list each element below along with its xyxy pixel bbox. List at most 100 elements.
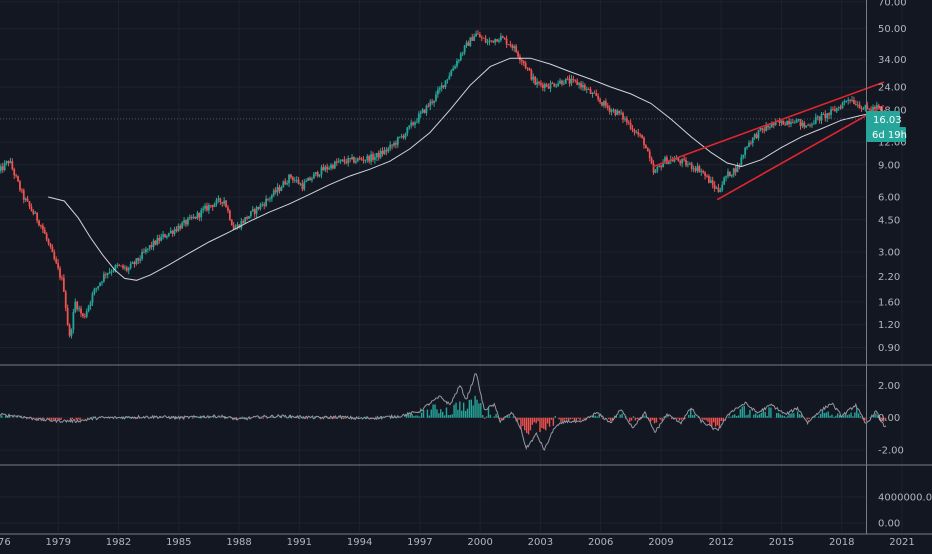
candle-body	[207, 205, 210, 211]
candle-body	[679, 160, 682, 164]
candle-body	[85, 311, 88, 317]
candle-body	[778, 121, 781, 123]
candle-body	[849, 99, 852, 101]
candle-body	[406, 127, 409, 134]
candle-body	[309, 177, 311, 181]
osc-histogram-bar	[634, 417, 637, 421]
candle-body	[662, 162, 664, 168]
osc-histogram-bar	[0, 415, 1, 418]
candle-body	[513, 46, 516, 49]
candle-body	[799, 119, 802, 126]
osc-histogram-bar	[552, 417, 555, 426]
y-tick-label: 50.00	[878, 24, 907, 35]
osc-histogram-bar	[827, 411, 829, 418]
candle-body	[414, 122, 416, 125]
osc-histogram-bar	[819, 413, 822, 418]
osc-histogram-bar	[48, 417, 51, 420]
candle-body	[845, 100, 848, 102]
candle-body	[715, 187, 718, 189]
candle-body	[522, 61, 525, 64]
osc-histogram-bar	[691, 415, 694, 418]
osc-histogram-bar	[844, 414, 847, 418]
candle-body	[160, 236, 163, 241]
candle-body	[377, 152, 380, 158]
candle-body	[763, 129, 766, 131]
osc-histogram-bar	[518, 417, 520, 420]
osc-histogram-bar	[375, 416, 377, 418]
candle-body	[591, 92, 594, 94]
trendline[interactable]	[716, 104, 885, 201]
osc-histogram-bar	[470, 399, 472, 418]
osc-histogram-bar	[487, 407, 490, 418]
candle-body	[673, 159, 676, 162]
oscillator-pane[interactable]	[0, 373, 887, 451]
osc-histogram-bar	[554, 416, 556, 418]
osc-histogram-bar	[861, 417, 864, 420]
osc-histogram-bar	[520, 417, 522, 429]
candle-body	[249, 211, 252, 217]
osc-histogram-bar	[817, 416, 820, 418]
candle-body	[364, 159, 367, 161]
candle-body	[580, 83, 582, 88]
y-tick-label: 3.00	[878, 247, 900, 258]
osc-histogram-bar	[676, 417, 679, 419]
osc-histogram-bar	[459, 401, 461, 418]
candle-body	[11, 161, 14, 170]
candle-body	[106, 273, 109, 275]
osc-histogram-bar	[831, 414, 833, 418]
candle-body	[667, 161, 670, 164]
osc-histogram-bar	[833, 416, 835, 418]
osc-histogram-bar	[411, 414, 413, 418]
y-tick-label: 1.20	[878, 320, 900, 331]
osc-histogram-bar	[445, 407, 448, 418]
candle-body	[353, 156, 355, 163]
candle-body	[681, 159, 684, 164]
candle-body	[582, 85, 584, 88]
countdown-label: 6d 19h	[872, 130, 907, 141]
osc-histogram-bar	[506, 415, 509, 418]
candle-body	[280, 187, 283, 191]
candle-body	[837, 107, 840, 109]
candle-body	[318, 174, 321, 177]
candle-body	[828, 113, 831, 115]
candle-body	[547, 86, 550, 89]
candle-body	[362, 159, 365, 161]
osc-histogram-bar	[472, 405, 474, 418]
candle-body	[698, 166, 701, 172]
candle-body	[146, 248, 149, 250]
candle-body	[209, 205, 212, 206]
last-price-badge	[866, 110, 900, 127]
osc-histogram-bar	[653, 417, 656, 424]
osc-histogram-bar	[432, 404, 434, 418]
candle-body	[139, 258, 142, 261]
candle-body	[326, 166, 329, 170]
osc-histogram-bar	[842, 415, 845, 418]
osc-histogram-bar	[701, 417, 703, 420]
candle-body	[253, 209, 256, 214]
osc-histogram-bar	[688, 414, 690, 418]
candle-body	[730, 174, 733, 177]
osc-histogram-bar	[499, 417, 501, 420]
candle-body	[244, 217, 247, 223]
candle-body	[874, 107, 876, 109]
candle-body	[862, 108, 865, 110]
candle-body	[856, 104, 859, 106]
candle-body	[795, 119, 798, 123]
candle-body	[267, 198, 269, 200]
candle-body	[349, 158, 352, 160]
price-pane[interactable]	[0, 30, 888, 339]
osc-histogram-bar	[571, 417, 574, 419]
osc-histogram-bar	[739, 409, 742, 418]
osc-histogram-bar	[628, 417, 631, 422]
candle-body	[738, 165, 741, 166]
osc-histogram-bar	[464, 410, 467, 418]
osc-histogram-bar	[77, 417, 79, 420]
x-tick-label: 1991	[287, 537, 312, 548]
osc-histogram-bar	[823, 412, 826, 418]
candle-body	[9, 161, 12, 164]
trendline[interactable]	[652, 81, 885, 168]
countdown-badge	[866, 126, 906, 142]
candle-body	[215, 199, 218, 205]
